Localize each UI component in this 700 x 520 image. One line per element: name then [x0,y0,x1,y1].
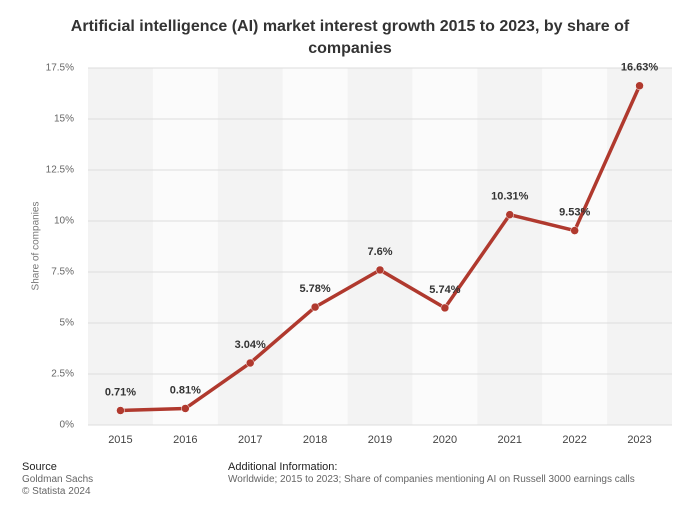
point [181,404,190,413]
info-block: Additional Information: Worldwide; 2015 … [228,461,635,486]
y-axis-label: Share of companies [31,202,42,291]
x-tick-label: 2018 [303,434,327,446]
y-tick-label: 17.5% [46,63,74,74]
x-tick-label: 2020 [433,434,457,446]
y-tick-label: 2.5% [51,369,74,380]
point [245,358,255,368]
point [635,81,644,90]
y-tick-label: 15% [54,114,74,125]
source-title: Source [22,461,57,473]
x-tick-label: 2017 [238,434,262,446]
point [375,265,385,275]
value-label: 9.53% [559,206,590,218]
y-tick-label: 12.5% [46,165,74,176]
plot-band [412,68,478,425]
x-tick-label: 2023 [627,434,651,446]
x-tick-label: 2015 [108,434,132,446]
point [310,302,320,312]
info: Worldwide; 2015 to 2023; Share of compan… [228,474,635,485]
value-label: 10.31% [491,191,529,203]
value-label: 3.04% [235,339,266,351]
point [570,226,579,235]
value-label: 7.6% [367,246,392,258]
chart: Share of companies 0% 2.5% 5% 7.5% 10% 12.5% 1… [31,62,672,446]
source-block: Source Goldman Sachs © Statista 2024 [22,461,93,498]
value-label: 0.71% [105,386,136,398]
copyright: © Statista 2024 [22,486,91,497]
plot-band [542,68,608,425]
chart-title: Artificial intelligence (AI) market inte… [70,18,630,57]
y-tick-label: 10% [54,216,74,227]
info-title: Additional Information: [228,461,338,473]
plot-band [282,68,348,425]
value-label: 16.63% [621,62,659,74]
x-tick-label: 2021 [498,434,522,446]
x-tick-label: 2022 [562,434,586,446]
point [440,303,450,313]
y-tick-label: 5% [60,318,75,329]
x-tick-label: 2019 [368,434,392,446]
value-label: 5.78% [300,283,331,295]
plot-band [152,68,218,425]
value-label: 0.81% [170,384,201,396]
x-tick-label: 2016 [173,434,197,446]
point [505,210,515,219]
source: Goldman Sachs [22,474,94,485]
y-tick-label: 7.5% [51,267,74,278]
value-label: 5.74% [429,284,460,296]
point [116,406,125,415]
y-tick-label: 0% [60,420,75,431]
